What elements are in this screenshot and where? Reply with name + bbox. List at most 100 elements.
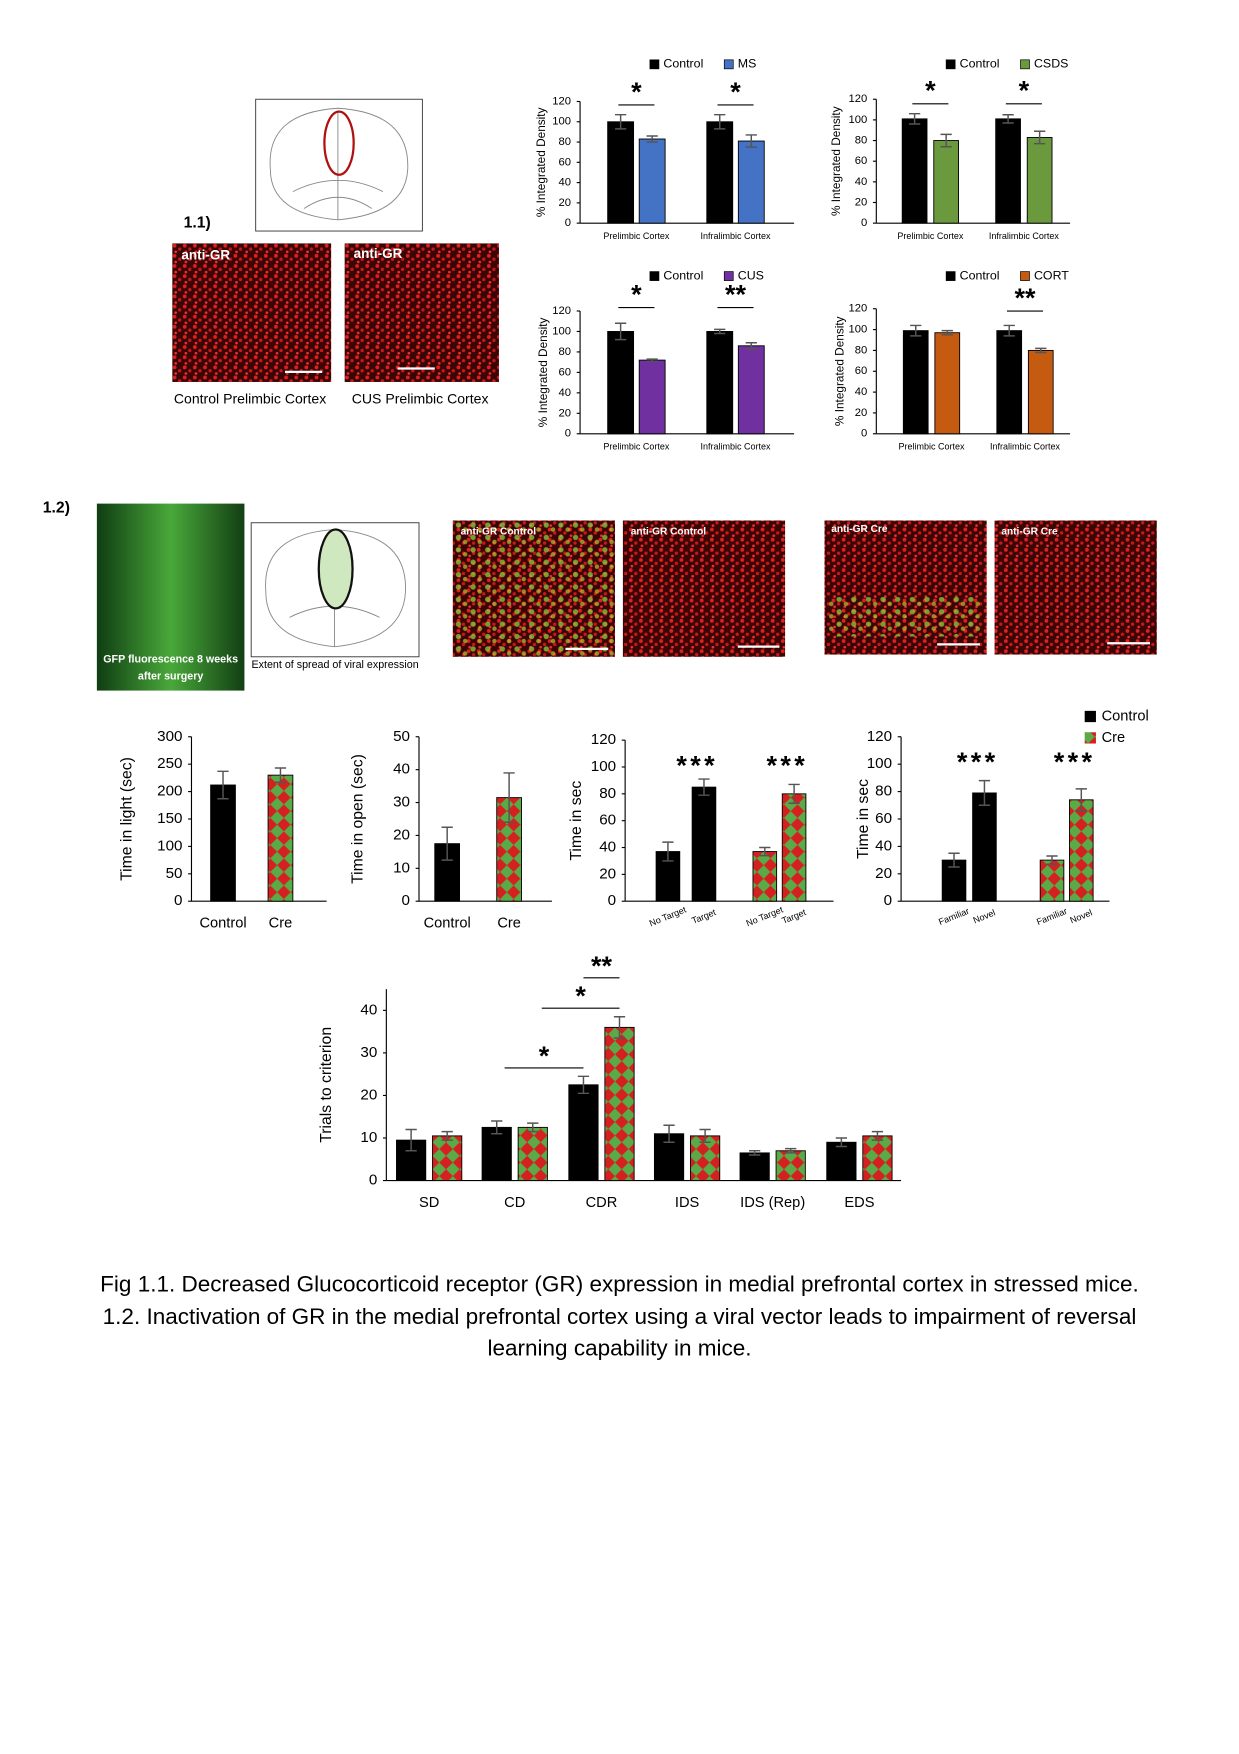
- caption-line: Fig 1.1. Decreased Glucocorticoid recept…: [100, 1271, 1139, 1296]
- bar: [690, 1135, 721, 1182]
- error-bar: [698, 778, 710, 796]
- y-axis-label: Time in sec: [855, 779, 872, 859]
- error-bar: [441, 826, 453, 861]
- x-tick-label: IDS: [675, 1195, 700, 1211]
- micrograph-overlay: [829, 597, 983, 637]
- error-bar: [910, 324, 922, 337]
- error-bar: [759, 846, 771, 857]
- image-label: anti-GR: [181, 247, 230, 262]
- y-tick-label: 20: [559, 407, 572, 419]
- micrograph: [622, 520, 786, 657]
- y-tick-label: 20: [599, 865, 616, 882]
- image-label: anti-GR Control: [461, 526, 537, 537]
- image-label: anti-GR Cre: [1001, 526, 1058, 537]
- y-tick-label: 60: [599, 812, 616, 829]
- bar: [638, 359, 666, 435]
- bar: [604, 1026, 635, 1182]
- y-tick-label: 0: [861, 217, 867, 229]
- legend-swatch: [1020, 59, 1030, 70]
- bar: [517, 1126, 548, 1182]
- legend-label: Control: [663, 268, 703, 282]
- error-bar: [441, 1130, 453, 1141]
- bar: [901, 118, 928, 224]
- legend-swatch: [1020, 271, 1030, 281]
- y-tick-label: 40: [855, 176, 868, 188]
- image-label: anti-GR Control: [631, 526, 707, 537]
- image-caption-box: GFP fluorescence 8 weeks after surgery: [103, 653, 238, 682]
- legend-label: CORT: [1034, 268, 1069, 282]
- significance-label: *: [631, 280, 642, 310]
- brain-atlas: [255, 98, 423, 232]
- micrograph: [994, 520, 1157, 655]
- x-tick-label: SD: [419, 1195, 439, 1211]
- x-tick-label: Prelimbic Cortex: [603, 231, 670, 241]
- bar: [638, 138, 666, 224]
- y-tick-label: 20: [875, 865, 892, 882]
- micrograph-overlay: [452, 520, 615, 657]
- error-bar: [646, 358, 658, 362]
- error-bar: [614, 322, 627, 341]
- x-tick-label: IDS (Rep): [740, 1195, 805, 1211]
- y-tick-label: 40: [360, 1001, 377, 1018]
- significance-label: *: [1019, 76, 1030, 106]
- bar: [1069, 799, 1094, 902]
- y-tick-label: 100: [157, 837, 182, 854]
- x-tick-label: Target: [690, 907, 717, 926]
- y-tick-label: 40: [559, 177, 572, 189]
- error-bar: [646, 135, 658, 143]
- y-tick-label: 80: [559, 136, 572, 148]
- significance-label: ***: [766, 750, 808, 780]
- caption-line: 1.2. Inactivation of GR in the medial pr…: [103, 1304, 1137, 1329]
- y-tick-label: 0: [565, 428, 571, 440]
- significance-label: **: [1014, 283, 1036, 313]
- y-tick-label: 120: [591, 731, 616, 748]
- image-caption-box: Extent of spread of viral expression: [252, 659, 419, 671]
- y-tick-label: 0: [884, 892, 892, 909]
- significance-label: *: [925, 76, 936, 106]
- error-bar: [714, 113, 726, 130]
- x-tick-label: EDS: [844, 1195, 874, 1211]
- error-bar: [527, 1122, 539, 1133]
- significance-label: **: [591, 951, 613, 981]
- y-tick-label: 60: [875, 810, 892, 827]
- y-tick-label: 100: [849, 114, 868, 126]
- micrograph: [344, 243, 499, 382]
- error-bar: [699, 1128, 711, 1143]
- y-axis-label: % Integrated Density: [534, 107, 548, 217]
- y-tick-label: 10: [393, 859, 410, 876]
- y-tick-label: 120: [552, 95, 571, 107]
- error-bar: [940, 133, 952, 148]
- y-tick-label: 250: [157, 755, 182, 772]
- y-tick-label: 80: [559, 346, 572, 358]
- x-tick-label: Cre: [497, 916, 521, 932]
- y-tick-label: 80: [855, 135, 868, 147]
- y-axis-label: Time in open (sec): [349, 754, 366, 884]
- bar: [826, 1141, 857, 1182]
- y-axis-label: Time in sec: [568, 781, 585, 861]
- y-tick-label: 120: [849, 303, 868, 315]
- significance-label: ***: [957, 747, 999, 777]
- error-bar: [491, 1120, 503, 1135]
- error-bar: [749, 1150, 761, 1156]
- y-tick-label: 50: [166, 865, 183, 882]
- error-bar: [503, 772, 515, 824]
- bar: [933, 140, 959, 224]
- error-bar: [835, 1137, 848, 1148]
- y-tick-label: 80: [599, 785, 616, 802]
- x-tick-label: Control: [199, 916, 246, 932]
- bar: [568, 1084, 599, 1182]
- error-bar: [1046, 855, 1058, 865]
- y-tick-label: 30: [360, 1044, 377, 1061]
- legend-label: Control: [960, 268, 1000, 282]
- x-tick-label: Prelimbic Cortex: [898, 442, 965, 452]
- y-tick-label: 200: [157, 783, 182, 800]
- error-bar: [978, 779, 991, 807]
- y-tick-label: 0: [402, 892, 410, 909]
- y-tick-label: 0: [174, 892, 182, 909]
- y-tick-label: 100: [552, 325, 571, 337]
- y-tick-label: 30: [393, 794, 410, 811]
- bar: [737, 345, 765, 435]
- bar: [1027, 349, 1054, 435]
- significance-label: *: [575, 981, 586, 1011]
